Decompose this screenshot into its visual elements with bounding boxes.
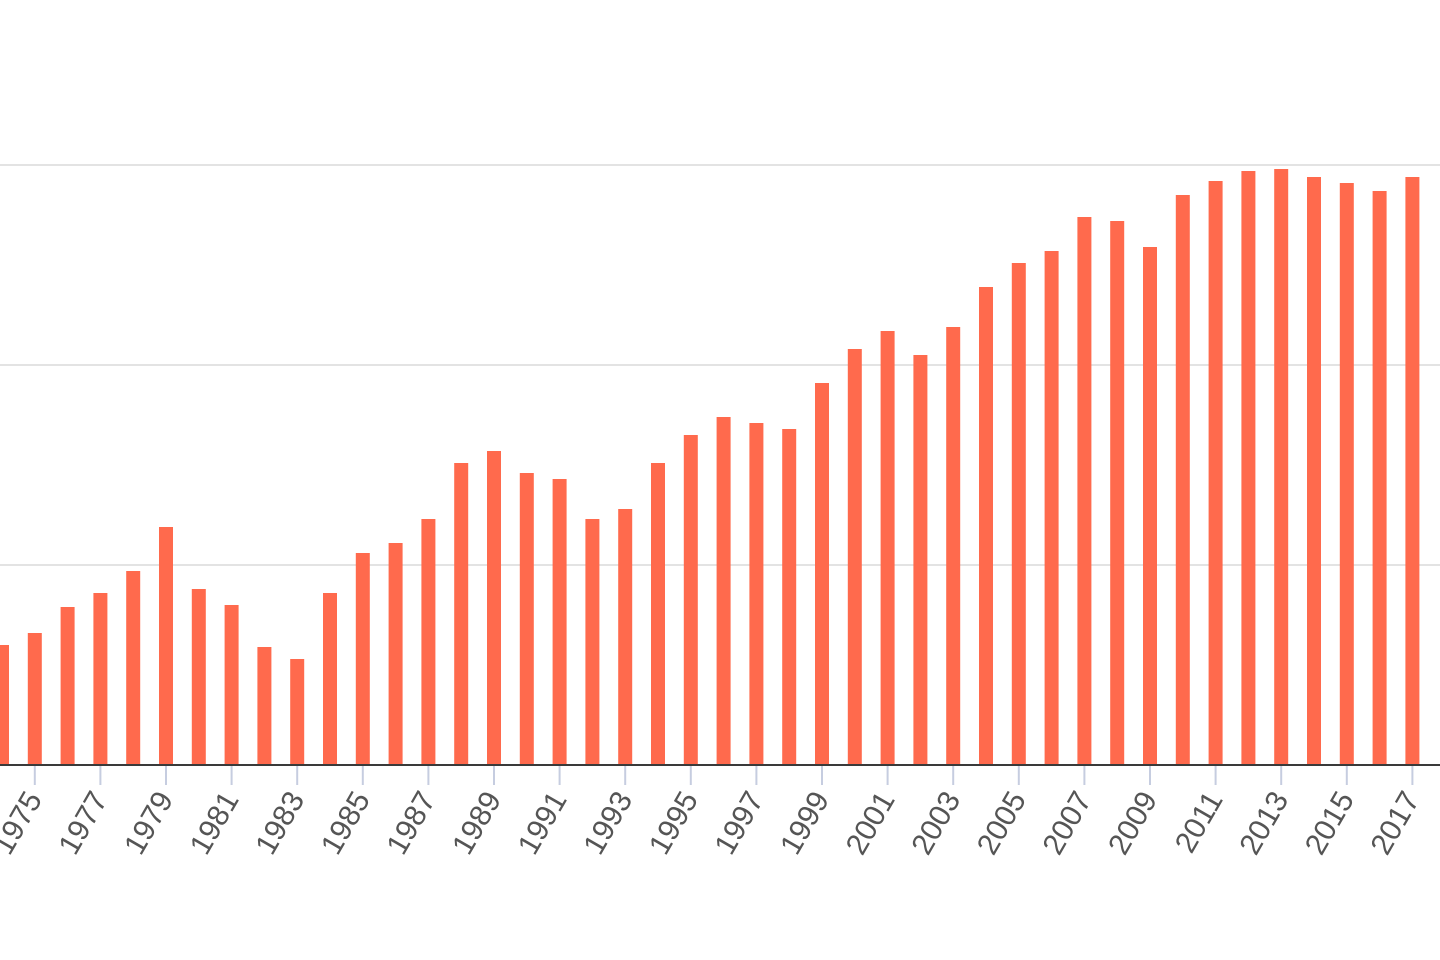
bar-2015 xyxy=(1339,183,1354,765)
bar-2011 xyxy=(1208,181,1223,765)
bar-1992 xyxy=(585,519,600,765)
bar-2001 xyxy=(880,331,895,765)
x-tick-label: 2013 xyxy=(1233,786,1295,860)
x-tick-label: 1991 xyxy=(512,786,574,860)
bar-1991 xyxy=(552,479,567,765)
bar-2002 xyxy=(913,355,928,765)
bar-2013 xyxy=(1274,169,1289,765)
bar-1978 xyxy=(126,571,141,765)
x-tick-label: 1983 xyxy=(249,786,311,860)
bar-1984 xyxy=(323,593,337,765)
bar-1994 xyxy=(651,463,665,765)
x-tick-label: 1985 xyxy=(315,786,377,860)
x-tick-label: 2015 xyxy=(1299,786,1361,860)
bar-1980 xyxy=(191,589,206,765)
bar-2003 xyxy=(946,327,961,765)
bar-1993 xyxy=(618,509,633,765)
bar-2005 xyxy=(1011,263,1026,765)
x-tick-label: 1981 xyxy=(184,786,246,860)
bar-1995 xyxy=(683,435,698,765)
bar-2010 xyxy=(1175,195,1190,765)
bar-1998 xyxy=(782,429,797,765)
bar-1996 xyxy=(716,417,731,765)
x-tick-label: 2009 xyxy=(1102,786,1164,860)
x-tick-label: 1975 xyxy=(0,786,49,860)
bar-1986 xyxy=(388,543,403,765)
bar-2016 xyxy=(1372,191,1387,765)
bar-1979 xyxy=(159,527,173,765)
bar-2017 xyxy=(1405,177,1420,765)
x-tick-label: 1989 xyxy=(446,786,508,860)
bar-1983 xyxy=(290,659,305,765)
bar-1989 xyxy=(487,451,501,765)
bar-2000 xyxy=(847,349,862,765)
bar-1981 xyxy=(224,605,239,765)
x-tick-label: 2003 xyxy=(905,786,967,860)
x-axis-tick-labels: 1975 1977 1979 1981 1983 1985 1987 1989 1991 1993… xyxy=(0,786,1426,860)
x-axis-ticks xyxy=(33,766,1414,785)
bar-1974 xyxy=(0,645,9,765)
bar-2012 xyxy=(1241,171,1256,765)
x-tick-label: 1997 xyxy=(709,786,771,860)
bar-1990 xyxy=(519,473,534,765)
x-tick-label: 2007 xyxy=(1037,786,1099,860)
bar-1987 xyxy=(421,519,436,765)
x-tick-label: 2017 xyxy=(1365,786,1427,860)
bar-1999 xyxy=(815,383,829,765)
x-tick-label: 1995 xyxy=(643,786,705,860)
x-tick-label: 2005 xyxy=(971,786,1033,860)
bar-1975 xyxy=(27,633,42,765)
x-tick-label: 1999 xyxy=(774,786,836,860)
bar-1976 xyxy=(60,607,75,765)
bars xyxy=(0,169,1420,765)
x-tick-label: 1993 xyxy=(577,786,639,860)
bar-1997 xyxy=(749,423,764,765)
x-tick-label: 1987 xyxy=(381,786,443,860)
bar-2009 xyxy=(1143,247,1157,765)
x-tick-label: 1979 xyxy=(118,786,180,860)
bar-1985 xyxy=(355,553,370,765)
bar-2004 xyxy=(979,287,993,765)
bar-2014 xyxy=(1307,177,1321,765)
bar-2008 xyxy=(1110,221,1125,765)
bar-1982 xyxy=(257,647,272,765)
x-tick-label: 2001 xyxy=(840,786,902,860)
bar-2007 xyxy=(1077,217,1092,765)
x-tick-label: 1977 xyxy=(53,786,115,860)
bar-2006 xyxy=(1044,251,1059,765)
bar-1988 xyxy=(454,463,469,765)
bar-1977 xyxy=(93,593,108,765)
x-tick-label: 2011 xyxy=(1169,786,1230,858)
